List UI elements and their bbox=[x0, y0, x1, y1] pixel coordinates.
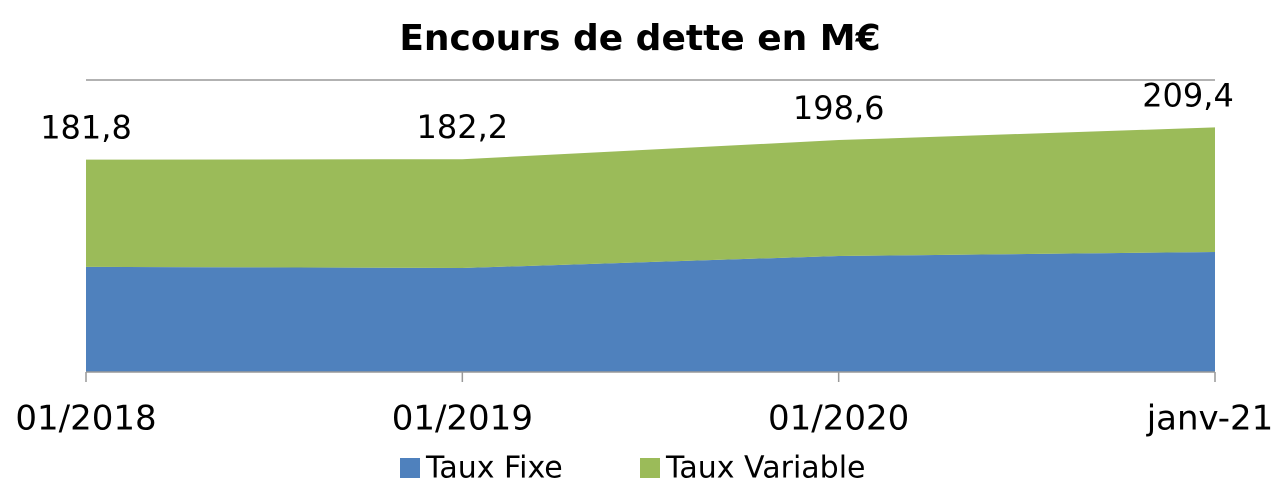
chart-title: Encours de dette en M€ bbox=[399, 18, 880, 59]
x-tick-label: 01/2020 bbox=[768, 399, 909, 439]
x-tick-label: janv-21 bbox=[1146, 399, 1274, 439]
total-label: 182,2 bbox=[417, 108, 509, 146]
legend-swatch bbox=[640, 458, 660, 478]
legend-label: Taux Variable bbox=[665, 451, 866, 486]
x-tick-label: 01/2019 bbox=[392, 399, 533, 439]
legend-swatch bbox=[400, 458, 420, 478]
area bbox=[86, 252, 1215, 372]
x-tick-label: 01/2018 bbox=[15, 399, 156, 439]
total-label: 198,6 bbox=[793, 89, 885, 127]
legend-label: Taux Fixe bbox=[425, 451, 563, 486]
area bbox=[86, 127, 1215, 269]
total-label: 181,8 bbox=[40, 109, 132, 147]
total-label: 209,4 bbox=[1142, 76, 1234, 114]
